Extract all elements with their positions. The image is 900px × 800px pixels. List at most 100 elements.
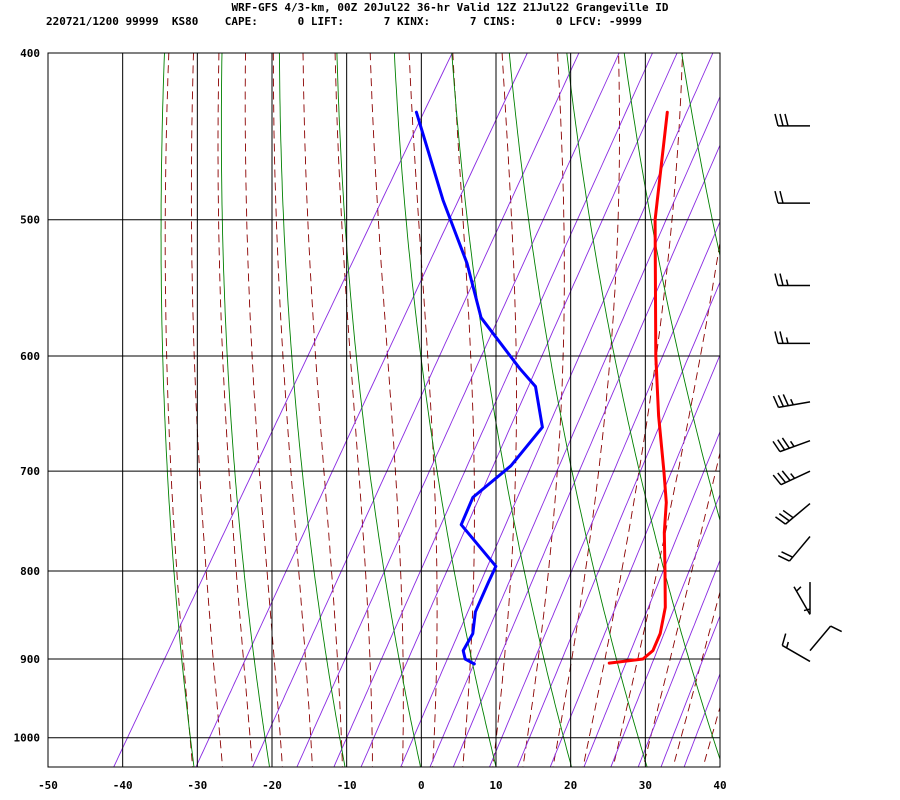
y-tick-label: 600 (20, 350, 40, 363)
wind-barb-half-flag (795, 586, 802, 592)
dry-adiabat-line (220, 53, 270, 767)
y-tick-labels: 400 500 600 700 800 900 1000 (14, 47, 41, 745)
mixing-ratio-line (637, 559, 720, 767)
moist-adiabat-line (642, 450, 720, 767)
wind-barb (781, 633, 811, 663)
wind-barb-flag (779, 113, 784, 127)
station-info-line: 220721/1200 99999 KS80 CAPE: 0 LIFT: 7 K… (46, 15, 643, 28)
wind-barb (772, 394, 811, 409)
wind-barb (775, 502, 811, 525)
x-tick-label: -20 (262, 779, 282, 792)
dry-adiabat-line (812, 0, 900, 800)
wind-barb (793, 586, 811, 615)
wind-barb-staff (781, 644, 811, 663)
wind-barb-flag (782, 509, 794, 519)
wind-barb (777, 536, 811, 562)
y-tick-label: 500 (20, 214, 40, 227)
moist-adiabat-line (552, 53, 620, 767)
moist-adiabat-line (452, 53, 475, 767)
dry-adiabat-line (393, 53, 497, 767)
x-tick-label: 40 (713, 779, 726, 792)
mixing-ratio-line (252, 53, 580, 767)
wind-barb-half-flag (789, 440, 795, 447)
x-tick-label: 20 (564, 779, 577, 792)
wind-barb-staff (809, 625, 832, 652)
wind-barb-flag (772, 440, 781, 453)
wind-barb-flag (772, 395, 780, 408)
moist-adiabat-line (522, 53, 565, 767)
x-tick-label: -10 (337, 779, 357, 792)
x-tick-labels: -50 -40 -30 -20 -10 0 10 20 30 40 (38, 779, 727, 792)
wind-barb (774, 273, 810, 287)
moist-adiabat-line (492, 53, 517, 767)
y-tick-label: 900 (20, 653, 40, 666)
moist-adiabats (164, 53, 720, 767)
wind-barb-staff (785, 502, 811, 525)
dry-adiabat-line (451, 53, 572, 767)
wind-barb-flag (781, 437, 790, 449)
x-tick-label: -40 (113, 779, 133, 792)
moist-adiabat-line (672, 590, 720, 767)
wind-barb-staff (793, 586, 811, 615)
mixing-ratio-line (333, 53, 653, 767)
mixing-ratio-line (583, 430, 720, 767)
gridlines (48, 53, 720, 767)
wind-barb-half-flag (790, 473, 796, 479)
mixing-ratio-line (610, 493, 720, 767)
wind-barb-staff (778, 401, 811, 409)
wind-barb (774, 113, 810, 127)
moist-adiabat-line (217, 53, 253, 767)
wind-barb-flag (777, 554, 790, 562)
wind-barb-staff (788, 536, 811, 562)
wind-barb-flag (784, 113, 789, 127)
y-tick-label: 1000 (14, 732, 41, 745)
mixing-ratio-line (489, 220, 720, 767)
sounding-series (414, 110, 669, 666)
moist-adiabat-line (702, 705, 720, 767)
wind-barb-flag (782, 394, 790, 406)
plot-frame (47, 52, 721, 768)
y-tick-label: 700 (20, 465, 40, 478)
dewpoint-profile-line (414, 110, 544, 666)
moist-adiabat-line (190, 53, 223, 767)
wind-barb (774, 331, 810, 345)
wind-barb-half-flag (785, 337, 789, 344)
mixing-ratio-line (660, 614, 720, 767)
wind-barb-half-flag (785, 279, 789, 286)
x-tick-label: 0 (418, 779, 425, 792)
dry-adiabat-line (865, 0, 900, 800)
wind-barb-flag (779, 190, 784, 204)
mixing-ratio-line (683, 672, 720, 767)
mixing-ratio-line (360, 53, 678, 767)
x-tick-label: -50 (38, 779, 58, 792)
wind-barb (772, 437, 811, 453)
dry-adiabat-line (278, 53, 346, 767)
wind-barb (809, 625, 843, 652)
chart-title: WRF-GFS 4/3-km, 00Z 20Jul22 36-hr Valid … (231, 1, 669, 14)
dry-adiabat-line (566, 53, 720, 761)
mixing-ratio-line (400, 53, 714, 767)
x-tick-label: 10 (489, 779, 502, 792)
wind-barb-staff (780, 470, 811, 486)
wind-barb (774, 190, 810, 204)
wind-barb-flag (777, 439, 786, 451)
dry-adiabat-line (707, 0, 900, 800)
wind-barb (772, 470, 811, 486)
wind-barb-column (772, 113, 843, 663)
moist-adiabat-line (164, 53, 194, 767)
y-tick-label: 800 (20, 565, 40, 578)
wind-barb-flag (774, 113, 779, 127)
wind-barb-flag (830, 625, 843, 633)
temperature-profile-line (607, 110, 669, 665)
x-tick-label: -30 (187, 779, 207, 792)
wind-barb-flag (777, 394, 785, 407)
moist-adiabat-line (582, 53, 683, 767)
mixing-ratio-line (296, 53, 620, 767)
wind-barb-flag (781, 633, 787, 646)
wind-barb-flag (778, 513, 790, 522)
wind-barb-flag (774, 190, 779, 204)
moist-adiabat-line (272, 53, 313, 767)
wind-barb-flag (781, 470, 791, 481)
wind-barb-flag (779, 273, 784, 286)
